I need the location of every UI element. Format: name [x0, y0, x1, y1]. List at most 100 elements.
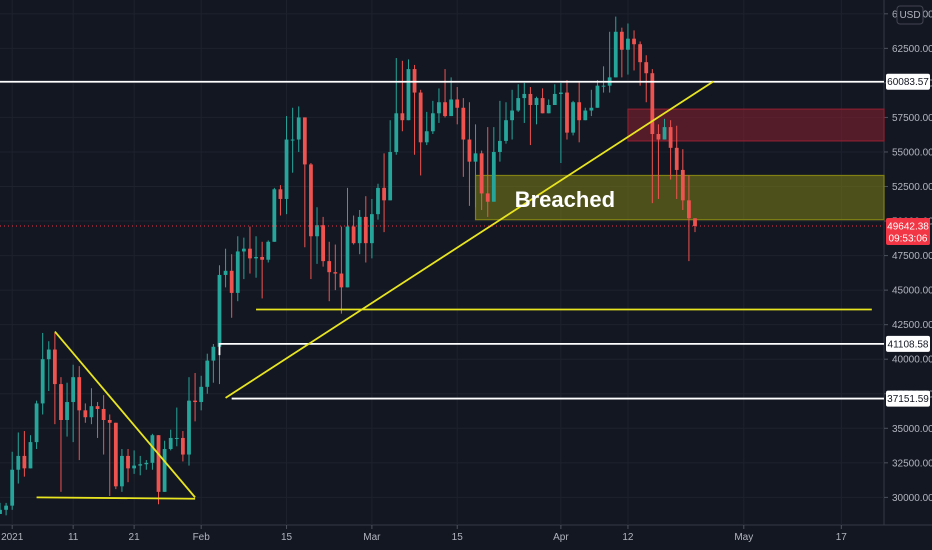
- candle: [52, 332, 57, 425]
- candle: [400, 60, 405, 132]
- candle: [174, 407, 179, 447]
- candle-body: [241, 248, 246, 252]
- x-tick-label: 21: [129, 532, 141, 543]
- candle-body: [95, 406, 100, 409]
- candle: [46, 341, 51, 391]
- y-tick-label: 32500.00: [892, 458, 932, 469]
- candle-body: [504, 120, 508, 141]
- candle-body: [388, 151, 393, 201]
- candle-body: [296, 117, 301, 140]
- candle: [309, 163, 313, 280]
- candle-body: [363, 216, 368, 244]
- candle-body: [382, 187, 386, 201]
- candle: [351, 215, 356, 245]
- currency-badge-label: USD: [899, 10, 920, 21]
- candle-body: [693, 218, 697, 226]
- candle: [656, 124, 661, 199]
- candle: [339, 226, 344, 314]
- candle-body: [351, 226, 356, 244]
- candle: [632, 30, 636, 71]
- candle: [558, 82, 563, 164]
- triangle-upper-trendline[interactable]: [54, 330, 196, 498]
- rising-trendline[interactable]: [225, 80, 714, 399]
- candle-body: [302, 117, 307, 165]
- candle: [650, 69, 655, 204]
- breached-annotation[interactable]: Breached: [515, 187, 615, 212]
- candle-body: [540, 98, 545, 114]
- candle: [0, 502, 2, 514]
- candle: [89, 388, 94, 425]
- candle: [254, 236, 258, 278]
- triangle-base-line[interactable]: [36, 496, 196, 500]
- candle-body: [546, 105, 551, 114]
- candle: [491, 127, 496, 202]
- candle-body: [376, 187, 380, 215]
- candle-body: [229, 270, 234, 293]
- level-line-41108[interactable]: [218, 342, 884, 356]
- candle-body: [418, 92, 423, 143]
- candle: [193, 373, 197, 422]
- candle: [126, 449, 130, 483]
- candle-body: [644, 62, 649, 74]
- level-price-tag-label: 37151.59: [887, 394, 929, 405]
- candle-body: [278, 189, 283, 199]
- candle: [132, 450, 137, 474]
- candle-body: [52, 349, 57, 385]
- candle-body: [4, 505, 8, 510]
- candle: [83, 403, 88, 423]
- candle-body: [461, 107, 466, 140]
- candle: [248, 226, 252, 274]
- candle-body: [89, 406, 94, 418]
- candle: [619, 27, 624, 78]
- candle-body: [577, 102, 582, 121]
- candle-body: [266, 241, 271, 260]
- candle-body: [181, 437, 185, 455]
- candle: [241, 237, 246, 280]
- candle: [217, 265, 222, 385]
- candle-body: [223, 270, 228, 275]
- candle-body: [412, 69, 417, 93]
- candle-body: [10, 469, 15, 506]
- candle-body: [77, 377, 82, 411]
- candle: [485, 127, 490, 217]
- candle-body: [0, 509, 2, 514]
- candle: [406, 59, 411, 121]
- candle: [223, 248, 228, 288]
- candle: [437, 88, 441, 123]
- candle: [443, 69, 447, 118]
- candle: [626, 23, 630, 75]
- candle: [528, 87, 533, 146]
- candle-body: [595, 85, 600, 108]
- candle: [583, 107, 588, 121]
- x-tick-label: 15: [281, 532, 293, 543]
- support-zone[interactable]: [474, 174, 885, 221]
- candle: [162, 440, 167, 492]
- candle: [138, 455, 143, 476]
- candle-body: [120, 455, 124, 487]
- candle: [181, 431, 185, 462]
- candle-body: [473, 153, 478, 162]
- candle-body: [357, 216, 362, 244]
- currency-badge[interactable]: USD: [896, 5, 924, 25]
- candle: [680, 149, 685, 210]
- candle: [59, 377, 63, 492]
- candle: [22, 431, 27, 477]
- y-tick-label: 30000.00: [892, 493, 932, 504]
- candle: [424, 111, 429, 146]
- candle-body: [40, 359, 45, 404]
- candle: [504, 102, 508, 144]
- candle-body: [290, 139, 295, 141]
- candle: [235, 236, 240, 302]
- time-axis[interactable]: 2021 11 21 Feb 15 Mar 15 Apr 12 May 17: [1, 525, 847, 543]
- candle: [638, 41, 643, 86]
- candle-body: [632, 38, 636, 45]
- candle-body: [174, 437, 179, 439]
- candle-body: [619, 31, 624, 50]
- candle-body: [260, 256, 265, 260]
- candle-body: [16, 455, 21, 470]
- candle-body: [107, 420, 112, 423]
- candle: [315, 207, 319, 264]
